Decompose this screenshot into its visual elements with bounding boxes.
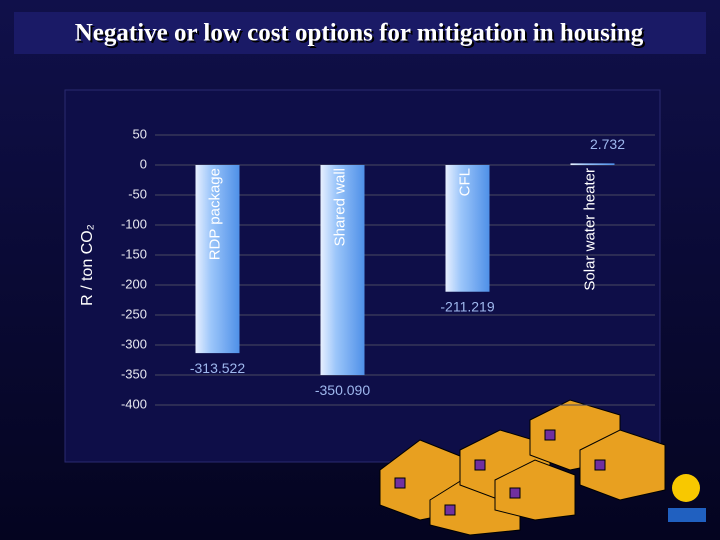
y-tick-label: -150 [121, 246, 147, 261]
y-tick-label: -300 [121, 336, 147, 351]
y-tick-label: -200 [121, 276, 147, 291]
houses [379, 399, 666, 536]
plot-area [64, 89, 661, 463]
logo [668, 474, 706, 522]
bar [445, 165, 490, 292]
bar [320, 165, 365, 376]
y-tick-label: -400 [121, 396, 147, 411]
value-label: -313.522 [190, 360, 245, 376]
category-label: Solar water heater [581, 168, 598, 291]
value-label: 2.732 [590, 136, 625, 152]
category-label: Shared wall [331, 168, 348, 246]
y-tick-label: -350 [121, 366, 147, 381]
y-tick-label: -50 [128, 186, 147, 201]
y-tick-label: 0 [140, 156, 147, 171]
y-tick-label: 50 [133, 126, 147, 141]
chart-title: Negative or low cost options for mitigat… [75, 20, 644, 47]
category-label: CFL [456, 168, 473, 196]
title-shadow: Negative or low cost options for mitigat… [77, 22, 646, 49]
bar [195, 165, 240, 354]
y-tick-label: -250 [121, 306, 147, 321]
bar [570, 163, 615, 165]
y-axis-label: R / ton CO₂ [79, 224, 96, 306]
title-band [14, 12, 706, 54]
value-label: -350.090 [315, 382, 370, 398]
value-label: -211.219 [440, 298, 494, 314]
category-label: RDP package [206, 168, 223, 260]
y-tick-label: -100 [121, 216, 147, 231]
